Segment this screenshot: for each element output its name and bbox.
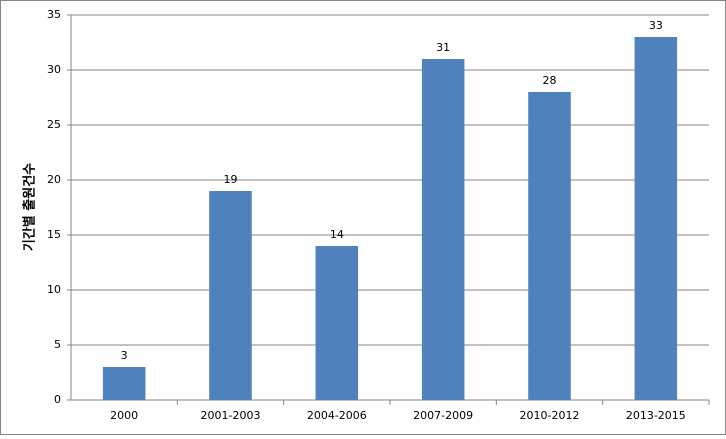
x-tick-label: 2007-2009	[413, 409, 473, 422]
bar	[209, 191, 252, 400]
x-tick-label: 2010-2012	[520, 409, 580, 422]
data-label: 31	[436, 41, 450, 54]
bar	[528, 92, 571, 400]
x-tick-label: 2013-2015	[626, 409, 686, 422]
data-label: 3	[121, 349, 128, 362]
y-tick-label: 20	[47, 173, 61, 186]
y-tick-label: 5	[54, 338, 61, 351]
y-tick-label: 35	[47, 8, 61, 21]
y-axis-label: 기간별 출원건수	[22, 163, 38, 251]
x-tick-label: 2004-2006	[307, 409, 367, 422]
x-tick-label: 2000	[110, 409, 138, 422]
y-tick-label: 0	[54, 393, 61, 406]
y-tick-label: 25	[47, 118, 61, 131]
data-label: 28	[543, 74, 557, 87]
bar	[102, 367, 146, 400]
bar	[315, 246, 359, 400]
x-tick-label: 2001-2003	[201, 409, 261, 422]
y-tick-label: 10	[47, 283, 61, 296]
bar	[634, 37, 678, 400]
y-tick-label: 30	[47, 63, 61, 76]
bar	[421, 59, 465, 400]
y-tick-label: 15	[47, 228, 61, 241]
data-label: 33	[649, 19, 663, 32]
data-label: 14	[330, 228, 344, 241]
data-label: 19	[224, 173, 238, 186]
